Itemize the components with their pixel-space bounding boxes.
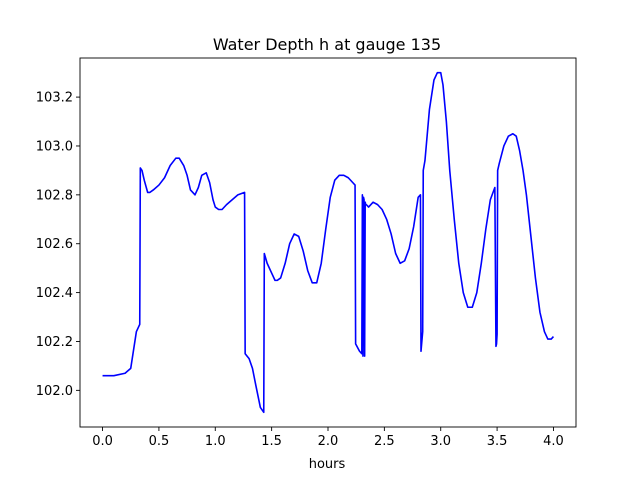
series-line-0: [102, 71, 555, 414]
y-tick-label: 102.2: [36, 335, 73, 350]
y-tick-label: 102.0: [36, 384, 73, 399]
x-axis: 0.0 0.5 1.0 1.5 2.0 2.5 3.0 3.5 4.0: [92, 427, 564, 449]
x-tick-label: 0.5: [149, 434, 170, 449]
x-tick-label: 4.0: [543, 434, 564, 449]
x-axis-label: hours: [309, 457, 346, 472]
x-tick-label: 3.0: [430, 434, 451, 449]
x-tick-label: 2.0: [318, 434, 339, 449]
x-tick-label: 3.5: [487, 434, 508, 449]
y-tick-label: 102.8: [36, 188, 73, 203]
y-tick-label: 103.0: [36, 139, 73, 154]
x-tick-label: 1.0: [205, 434, 226, 449]
y-tick-label: 102.4: [36, 286, 73, 301]
y-tick-label: 103.2: [36, 91, 73, 106]
y-axis: 102.0 102.2 102.4 102.6 102.8 103.0 103.2: [36, 91, 80, 399]
x-tick-label: 2.5: [374, 434, 395, 449]
x-tick-label: 1.5: [261, 434, 282, 449]
x-tick-label: 0.0: [92, 434, 113, 449]
chart-title: Water Depth h at gauge 135: [213, 35, 441, 54]
y-tick-label: 102.6: [36, 237, 73, 252]
